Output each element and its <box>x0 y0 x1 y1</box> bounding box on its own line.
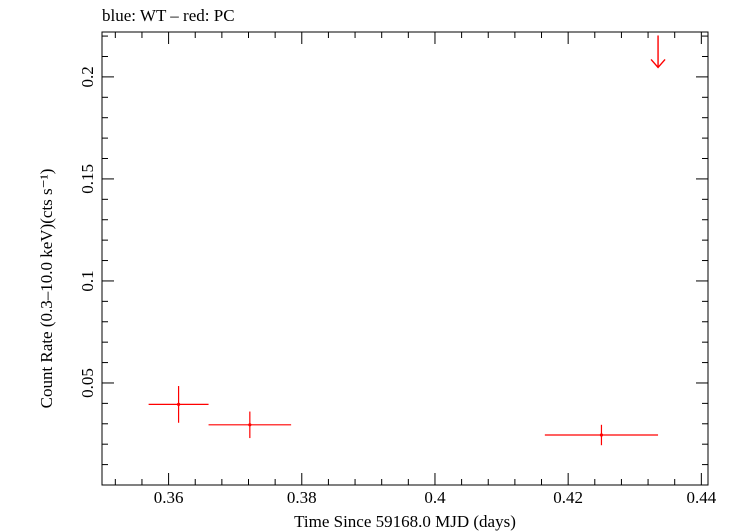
x-tick-label: 0.4 <box>424 488 446 507</box>
data-point <box>176 402 181 406</box>
x-axis-label: Time Since 59168.0 MJD (days) <box>294 512 516 531</box>
data-point <box>248 423 252 427</box>
y-axis-label: Count Rate (0.3–10.0 keV)(cts s⁻¹) <box>37 169 56 409</box>
y-tick-label: 0.15 <box>78 164 97 194</box>
upper-limit-arrow <box>650 35 666 69</box>
axis-ticks <box>102 32 708 485</box>
data-marks <box>148 35 666 446</box>
x-tick-label: 0.36 <box>154 488 184 507</box>
upper-limit-head <box>650 59 666 69</box>
data-point <box>599 433 604 437</box>
y-tick-label: 0.05 <box>78 368 97 398</box>
x-tick-label: 0.42 <box>553 488 583 507</box>
plot-frame <box>101 31 709 486</box>
x-tick-label: 0.44 <box>686 488 716 507</box>
y-tick-label: 0.2 <box>78 66 97 87</box>
axis-tick-labels: 0.36 0.38 0.4 0.42 0.44 0.05 0.1 0.15 0.2 <box>78 66 717 507</box>
y-tick-label: 0.1 <box>78 270 97 291</box>
x-tick-label: 0.38 <box>287 488 317 507</box>
chart-title: blue: WT – red: PC <box>102 6 235 25</box>
